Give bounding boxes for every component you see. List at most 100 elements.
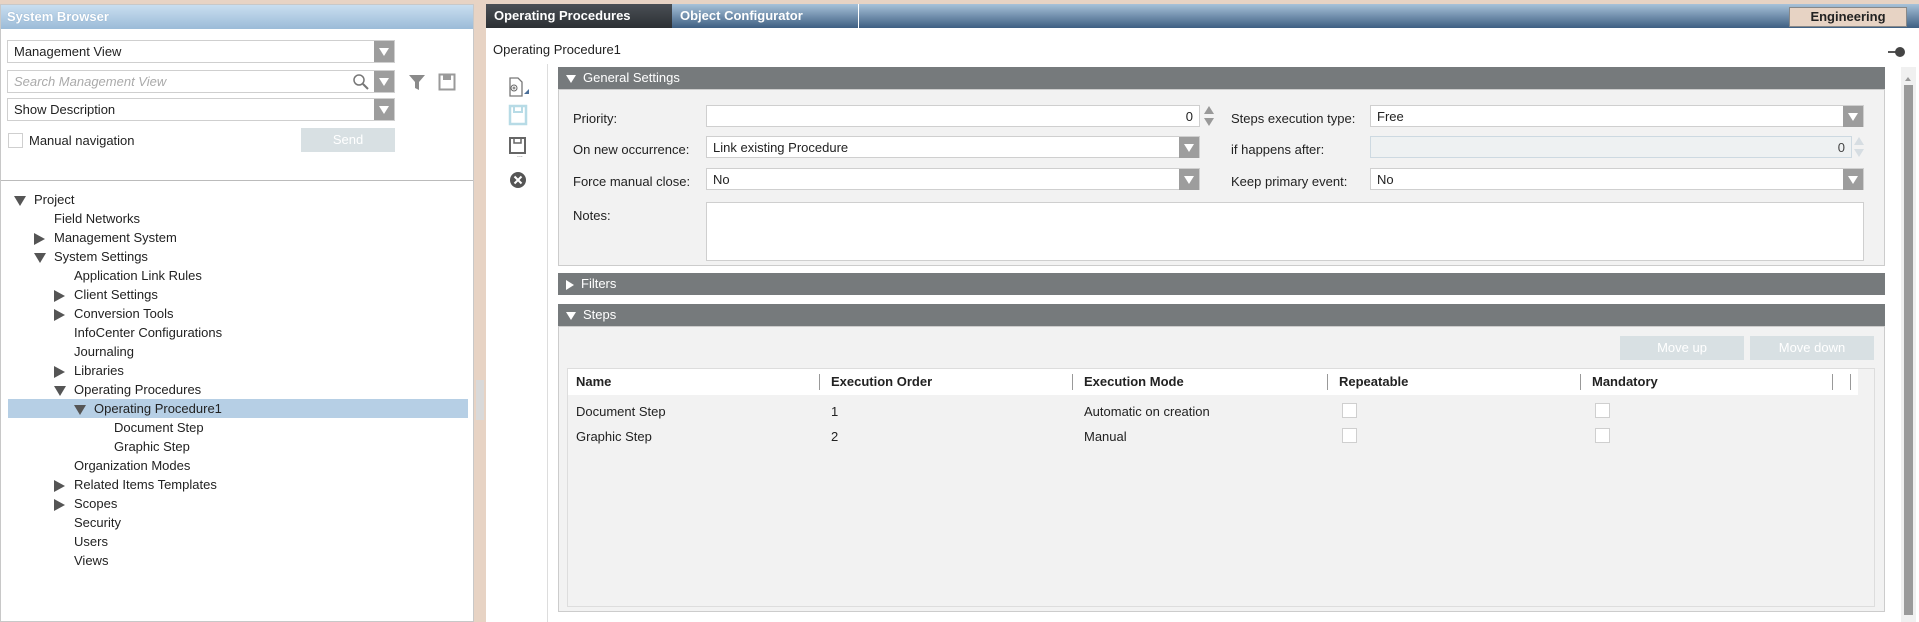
collapsed-icon[interactable] xyxy=(54,308,65,321)
collapsed-icon[interactable] xyxy=(54,289,65,302)
tree-item[interactable]: Document Step xyxy=(8,418,468,437)
expander[interactable] xyxy=(54,361,74,380)
column-header-execution-order[interactable]: Execution Order xyxy=(831,374,933,389)
column-header-mandatory[interactable]: Mandatory xyxy=(1592,374,1658,389)
mandatory-checkbox[interactable] xyxy=(1595,428,1610,443)
steps-execution-type-select[interactable]: Free xyxy=(1370,105,1864,127)
collapsed-icon[interactable] xyxy=(54,498,65,511)
column-divider[interactable] xyxy=(1327,374,1328,390)
tree-item[interactable]: Views xyxy=(8,551,468,570)
expander[interactable] xyxy=(54,285,74,304)
tree-item[interactable]: Conversion Tools xyxy=(8,304,468,323)
collapsed-icon[interactable] xyxy=(34,232,45,245)
expanded-icon[interactable] xyxy=(54,385,66,396)
general-settings-header[interactable]: General Settings xyxy=(558,67,1885,89)
column-divider[interactable] xyxy=(819,374,820,390)
splitter-handle[interactable] xyxy=(476,380,484,420)
tree-item[interactable]: InfoCenter Configurations xyxy=(8,323,468,342)
table-row[interactable]: Document Step 1 Automatic on creation xyxy=(568,401,1858,423)
tree-item[interactable]: Field Networks xyxy=(8,209,468,228)
chevron-down-icon[interactable] xyxy=(1179,169,1199,190)
scrollbar[interactable] xyxy=(1901,67,1916,622)
close-icon[interactable] xyxy=(509,171,527,189)
pin-icon[interactable] xyxy=(1888,46,1906,58)
new-object-icon[interactable] xyxy=(507,76,531,98)
if-happens-after-spinner[interactable] xyxy=(1854,136,1864,158)
keep-primary-event-select[interactable]: No xyxy=(1370,168,1864,190)
tree-item[interactable]: Organization Modes xyxy=(8,456,468,475)
repeatable-checkbox[interactable] xyxy=(1342,428,1357,443)
tree-item[interactable]: Scopes xyxy=(8,494,468,513)
manual-navigation-checkbox[interactable] xyxy=(8,133,23,148)
search-input[interactable]: Search Management View xyxy=(7,70,395,93)
expander[interactable] xyxy=(54,304,74,323)
tree-item[interactable]: Graphic Step xyxy=(8,437,468,456)
expander[interactable] xyxy=(54,475,74,494)
move-up-button[interactable]: Move up xyxy=(1620,336,1744,360)
chevron-down-icon[interactable] xyxy=(374,71,394,92)
expanded-icon[interactable] xyxy=(14,195,26,206)
send-button[interactable]: Send xyxy=(301,128,395,152)
expanded-icon[interactable] xyxy=(74,404,86,415)
save-icon[interactable] xyxy=(508,104,528,126)
priority-spinner[interactable] xyxy=(1204,105,1214,127)
expander[interactable] xyxy=(34,247,54,266)
tree-item[interactable]: Operating Procedures xyxy=(8,380,468,399)
force-manual-close-select[interactable]: No xyxy=(706,168,1200,190)
tab-operating-procedures[interactable]: Operating Procedures xyxy=(486,4,672,28)
column-divider[interactable] xyxy=(1580,374,1581,390)
collapsed-icon[interactable] xyxy=(54,365,65,378)
steps-header[interactable]: Steps xyxy=(558,304,1885,326)
mandatory-checkbox[interactable] xyxy=(1595,403,1610,418)
tree-item[interactable]: Users xyxy=(8,532,468,551)
table-row[interactable]: Graphic Step 2 Manual xyxy=(568,426,1858,448)
expander[interactable] xyxy=(74,399,94,418)
chevron-down-icon[interactable] xyxy=(1843,169,1863,190)
tree-item[interactable]: Application Link Rules xyxy=(8,266,468,285)
search-icon[interactable] xyxy=(352,73,370,91)
tree-item[interactable]: System Settings xyxy=(8,247,468,266)
tree-item[interactable]: Journaling xyxy=(8,342,468,361)
repeatable-checkbox[interactable] xyxy=(1342,403,1357,418)
column-divider[interactable] xyxy=(1832,374,1833,390)
column-header-name[interactable]: Name xyxy=(576,374,612,389)
expander[interactable] xyxy=(54,380,74,399)
tree-item[interactable]: Security xyxy=(8,513,468,532)
tree-item[interactable]: Libraries xyxy=(8,361,468,380)
expanded-icon[interactable] xyxy=(34,252,46,263)
priority-label: Priority: xyxy=(573,111,618,126)
if-happens-after-input[interactable]: 0 xyxy=(1370,136,1852,158)
view-select[interactable]: Management View xyxy=(7,40,395,63)
save-as-icon[interactable]: ... xyxy=(508,136,528,158)
on-new-occurrence-select[interactable]: Link existing Procedure xyxy=(706,136,1200,158)
expand-icon xyxy=(566,311,576,320)
tree-item[interactable]: Project xyxy=(8,190,468,209)
chevron-down-icon[interactable] xyxy=(1843,106,1863,127)
tree-item[interactable]: Related Items Templates xyxy=(8,475,468,494)
expander[interactable] xyxy=(14,190,34,209)
filters-header[interactable]: Filters xyxy=(558,273,1885,295)
expander[interactable] xyxy=(34,228,54,247)
description-select[interactable]: Show Description xyxy=(7,98,395,121)
chevron-down-icon[interactable] xyxy=(374,41,394,62)
save-view-icon[interactable] xyxy=(438,73,456,91)
filter-icon[interactable] xyxy=(408,73,426,91)
tree-item[interactable]: Operating Procedure1 xyxy=(8,399,468,418)
move-down-button[interactable]: Move down xyxy=(1750,336,1874,360)
tree-item[interactable]: Client Settings xyxy=(8,285,468,304)
column-divider[interactable] xyxy=(1850,374,1851,390)
collapsed-icon[interactable] xyxy=(54,479,65,492)
chevron-down-icon[interactable] xyxy=(1179,137,1199,158)
scrollbar-thumb[interactable] xyxy=(1904,85,1913,615)
engineering-mode-button[interactable]: Engineering xyxy=(1789,7,1907,27)
tree-item[interactable]: Management System xyxy=(8,228,468,247)
column-header-repeatable[interactable]: Repeatable xyxy=(1339,374,1409,389)
chevron-down-icon[interactable] xyxy=(374,99,394,120)
column-divider[interactable] xyxy=(1072,374,1073,390)
priority-input[interactable]: 0 xyxy=(706,105,1200,127)
scroll-up-icon[interactable] xyxy=(1905,77,1911,81)
column-header-execution-mode[interactable]: Execution Mode xyxy=(1084,374,1184,389)
expander[interactable] xyxy=(54,494,74,513)
notes-textarea[interactable] xyxy=(706,202,1864,261)
tab-object-configurator[interactable]: Object Configurator xyxy=(672,4,859,28)
